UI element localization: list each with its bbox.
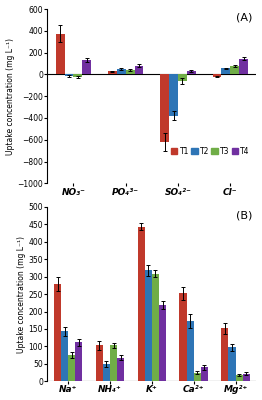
Bar (201, 367, 208, 381)
Bar (228, 348, 236, 381)
Bar (145, 270, 152, 381)
Bar (138, 227, 145, 381)
Bar (96, 345, 103, 381)
Bar (135, 66, 144, 74)
Bar (212, 74, 221, 76)
Bar (187, 71, 196, 74)
Bar (68, 355, 75, 381)
Bar (126, 70, 135, 74)
Legend: T1, T2, T3, T4: T1, T2, T3, T4 (168, 144, 253, 159)
Text: (B): (B) (236, 210, 252, 220)
Bar (103, 364, 110, 381)
Bar (117, 69, 126, 74)
Bar (179, 294, 187, 381)
Bar (159, 305, 166, 381)
Bar (54, 284, 61, 381)
Bar (178, 74, 187, 81)
Bar (82, 60, 91, 74)
Bar (221, 68, 230, 74)
Y-axis label: Uptake concentration (mg L⁻¹): Uptake concentration (mg L⁻¹) (17, 236, 26, 353)
Bar (169, 74, 178, 116)
Bar (56, 34, 64, 74)
Bar (75, 342, 82, 381)
Bar (239, 59, 248, 74)
Y-axis label: Uptake concentration (mg L⁻¹): Uptake concentration (mg L⁻¹) (6, 38, 15, 155)
Bar (221, 328, 228, 381)
Bar (160, 74, 169, 142)
Bar (236, 375, 243, 381)
Bar (64, 74, 73, 76)
Bar (243, 374, 250, 381)
Bar (194, 372, 201, 381)
Bar (152, 274, 159, 381)
Bar (73, 74, 82, 77)
Bar (230, 66, 239, 74)
Bar (117, 358, 124, 381)
Bar (108, 71, 117, 74)
Bar (61, 332, 68, 381)
Text: (A): (A) (236, 12, 252, 22)
Bar (187, 321, 194, 381)
Bar (110, 345, 117, 381)
